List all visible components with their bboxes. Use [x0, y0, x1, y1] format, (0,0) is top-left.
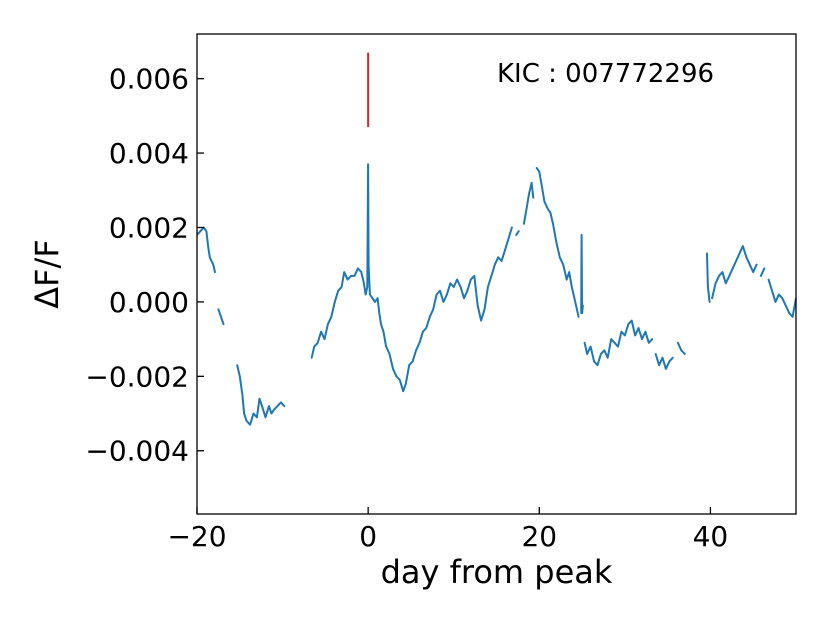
series-segment — [217, 308, 225, 326]
series-segment — [676, 341, 686, 355]
series-segment — [236, 364, 286, 426]
y-axis-label: ΔF/F — [28, 239, 66, 308]
series-segment — [310, 163, 513, 393]
series-segment — [522, 181, 535, 225]
y-tick-label: 0.002 — [109, 211, 189, 244]
x-axis-label: day from peak — [381, 553, 613, 591]
series-segment — [580, 233, 584, 315]
y-tick-label: 0.006 — [109, 63, 189, 96]
series-segment — [583, 319, 654, 367]
series-segment — [515, 230, 520, 236]
series-segment — [654, 353, 674, 370]
y-tick-label: 0.004 — [109, 137, 189, 170]
x-tick-label: 20 — [521, 520, 557, 553]
x-axis: −20 0 20 40 — [167, 507, 728, 553]
series-layer — [197, 163, 796, 426]
x-tick-label: 40 — [693, 520, 729, 553]
plot-frame — [196, 33, 797, 515]
y-tick-label: −0.004 — [85, 435, 189, 468]
y-tick-label: 0.000 — [109, 286, 189, 319]
y-axis: −0.004 −0.002 0.000 0.002 0.004 0.006 — [85, 63, 204, 468]
x-tick-label: 0 — [359, 520, 377, 553]
x-tick-label: −20 — [167, 520, 226, 553]
series-segment — [711, 245, 758, 300]
kic-annotation: KIC : 007772296 — [497, 59, 714, 89]
series-segment — [759, 267, 766, 277]
y-tick-label: −0.002 — [85, 360, 189, 393]
series-segment — [767, 278, 796, 318]
series-segment — [197, 226, 216, 274]
series-segment — [535, 167, 580, 318]
series-segment — [706, 252, 711, 303]
